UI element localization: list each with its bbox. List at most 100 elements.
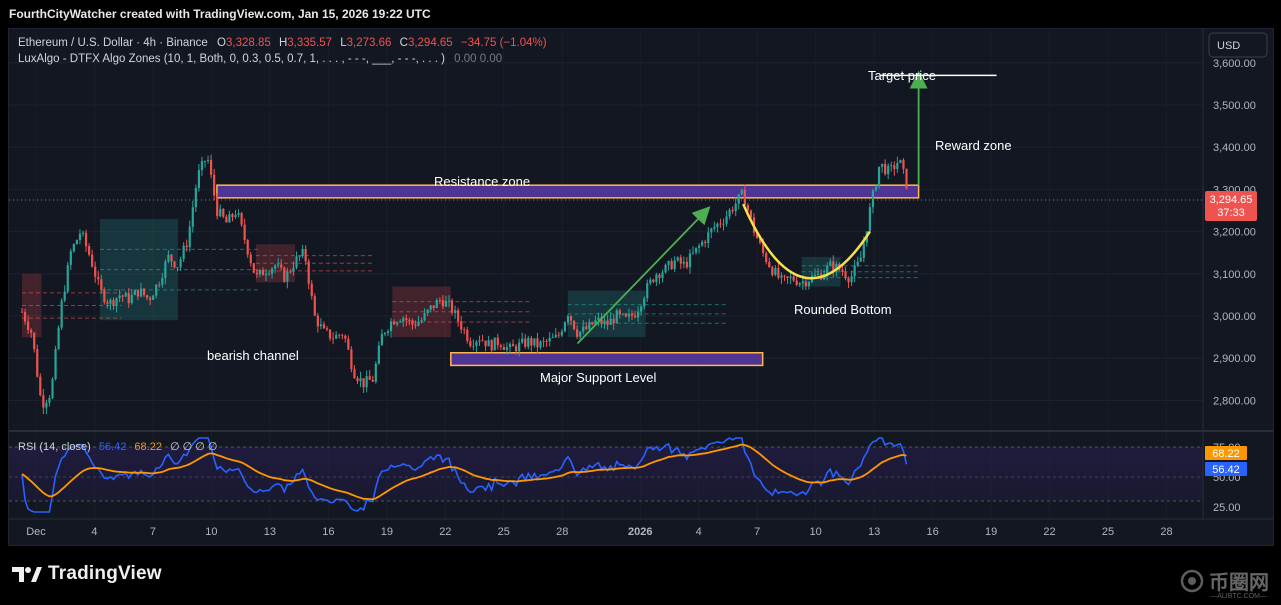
candle-body	[51, 379, 54, 399]
candle-body	[365, 376, 368, 388]
candle-body	[286, 271, 289, 282]
rsi-ma-tag-text: 68.22	[1212, 448, 1240, 460]
candle-body	[115, 298, 118, 306]
time-tick-label: 28	[1160, 526, 1172, 538]
time-tick-label: 19	[381, 526, 393, 538]
watermark-text: 币圈网	[1209, 572, 1269, 594]
candle-body	[380, 334, 383, 346]
candle-body	[667, 261, 670, 265]
candle-body	[829, 261, 832, 266]
candle-body	[560, 331, 563, 336]
candle-body	[66, 264, 69, 292]
candle-body	[368, 376, 371, 380]
time-tick-label: 10	[205, 526, 217, 538]
rounded-bottom-label: Rounded Bottom	[794, 302, 892, 317]
rsi-label[interactable]: RSI (14, close)	[18, 441, 91, 453]
candle-body	[206, 159, 210, 162]
resistance-zone-label: Resistance zone	[434, 174, 530, 189]
resistance-zone[interactable]	[216, 184, 920, 199]
candle-body	[139, 288, 143, 297]
candle-body	[707, 232, 710, 244]
time-axis[interactable]: Dec 4 7 10 13 16 19 22 25 28 2026 4 7 10 13 16 19 22 25 28	[26, 526, 1172, 538]
candle-body	[249, 254, 252, 264]
candle-body	[161, 278, 164, 285]
candle-body	[649, 279, 652, 284]
candle-body	[804, 281, 807, 287]
candle-body	[652, 279, 655, 282]
candle-body	[710, 228, 713, 233]
watermark-sub: —ALIBTC.COM—	[1210, 593, 1267, 600]
candle-body	[502, 346, 505, 350]
watermark-logo-icon	[1180, 569, 1204, 592]
time-tick-label: 25	[1102, 526, 1114, 538]
candle-body	[905, 168, 908, 189]
candle-body	[69, 251, 72, 265]
candle-body	[899, 159, 902, 164]
candle-body	[322, 324, 326, 329]
candle-body	[847, 278, 850, 283]
candle-body	[902, 159, 905, 169]
candle-body	[450, 300, 454, 313]
candle-body	[826, 265, 829, 275]
candle-body	[152, 295, 155, 300]
currency-button[interactable]	[1208, 32, 1268, 58]
legend-line-1: Ethereum / U.S. Dollar · 4h · Binance O3…	[18, 37, 547, 49]
candle-body	[618, 310, 621, 315]
tradingview-brand[interactable]: TradingView	[12, 563, 162, 585]
candle-body	[813, 274, 817, 276]
price-tick-label: 2,800.00	[1213, 395, 1256, 407]
candle-body	[213, 174, 216, 196]
time-tick-label: 25	[498, 526, 510, 538]
currency-button-label: USD	[1217, 40, 1240, 52]
time-tick-label: 2026	[628, 526, 652, 538]
candle-body	[557, 334, 560, 336]
support-zone[interactable]	[450, 352, 764, 367]
legend-symbol[interactable]: Ethereum / U.S. Dollar · 4h · Binance	[18, 37, 208, 49]
time-tick-label: 22	[439, 526, 451, 538]
time-tick-label: 16	[926, 526, 938, 538]
legend-close: 3,294.65	[408, 37, 453, 49]
candle-body	[579, 331, 582, 337]
candle-body	[481, 340, 484, 342]
candle-body	[719, 223, 722, 225]
candle-body	[606, 320, 609, 325]
candle-body	[765, 253, 768, 262]
candle-body	[679, 257, 682, 264]
candle-body	[307, 261, 310, 284]
candle-body	[688, 253, 692, 268]
candle-body	[301, 249, 304, 257]
candle-body	[731, 209, 734, 212]
legend-h-label: H	[279, 37, 287, 49]
candle-body	[371, 379, 374, 382]
candle-body	[627, 313, 631, 317]
candle-body	[798, 283, 801, 285]
chart-header: FourthCityWatcher created with TradingVi…	[0, 0, 1281, 28]
price-axis[interactable]: 2,800.00 2,900.00 3,000.00 3,100.00 3,200.00…	[1213, 58, 1256, 408]
candle-body	[853, 265, 856, 277]
candle-body	[890, 165, 893, 167]
candle-body	[42, 395, 45, 408]
rounded-bottom-curve	[742, 203, 871, 280]
candle-body	[417, 322, 420, 326]
candle-body	[457, 310, 460, 322]
candle-body	[313, 296, 316, 316]
candle-body	[63, 291, 66, 301]
candle-body	[264, 273, 268, 276]
candle-body	[39, 376, 42, 396]
time-tick-label: 28	[556, 526, 568, 538]
legend-indicator[interactable]: LuxAlgo - DTFX Algo Zones (10, 1, Both, …	[18, 53, 445, 65]
dtfx-zone-box	[255, 244, 295, 283]
candle-body	[210, 159, 213, 175]
candle-body	[182, 245, 185, 260]
tradingview-logo-icon	[12, 567, 42, 582]
time-tick-label: Dec	[26, 526, 46, 538]
rsi-value-2: 68.22	[134, 441, 162, 453]
candle-body	[389, 321, 393, 332]
current-price-countdown: 37:33	[1217, 207, 1245, 219]
price-tick-label: 3,500.00	[1213, 100, 1256, 112]
candle-body	[716, 223, 719, 227]
candle-body	[280, 264, 283, 268]
candle-body	[582, 326, 585, 332]
candle-body	[777, 267, 780, 278]
